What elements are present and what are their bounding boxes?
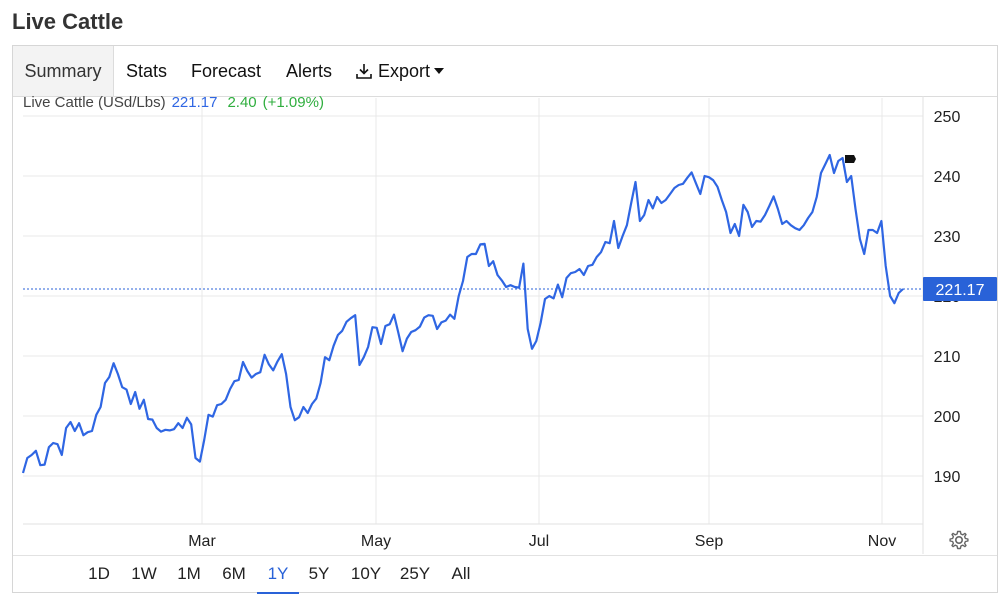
y-tick-label: 200 xyxy=(934,409,961,426)
tab-stats[interactable]: Stats xyxy=(126,61,168,81)
tab-summary[interactable]: Summary xyxy=(13,46,114,96)
chart-widget: Summary Stats Forecast Alerts Export Liv… xyxy=(12,45,998,594)
quote-change-pct: (+1.09%) xyxy=(263,94,324,111)
range-1y[interactable]: 1Y xyxy=(257,556,299,594)
price-chart: Live Cattle (USd/Lbs) 221.17 2.40 (+1.09%) … xyxy=(21,94,997,554)
quote-price: 221.17 xyxy=(172,94,218,111)
download-icon xyxy=(355,61,373,81)
quote-name: Live Cattle (USd/Lbs) xyxy=(23,94,166,111)
tab-alerts[interactable]: Alerts xyxy=(286,61,333,81)
tab-forecast[interactable]: Forecast xyxy=(191,61,262,81)
range-all[interactable]: All xyxy=(451,564,471,583)
y-tick-label: 190 xyxy=(934,469,961,486)
current-price-tag: 221.17 xyxy=(923,276,997,301)
tab-bar: Summary Stats Forecast Alerts Export xyxy=(13,46,997,97)
price-line xyxy=(21,153,904,474)
y-tick-label: 250 xyxy=(934,109,961,126)
tab-export[interactable]: Export xyxy=(355,46,445,96)
title-bar: Live Cattle xyxy=(0,0,1000,45)
x-tick-label: Sep xyxy=(695,533,724,550)
grid-lines xyxy=(23,96,924,554)
range-10y[interactable]: 10Y xyxy=(350,564,382,583)
range-1d[interactable]: 1D xyxy=(88,564,110,583)
tab-export-label: Export xyxy=(378,61,431,81)
x-tick-label: Nov xyxy=(868,533,896,550)
chevron-down-icon xyxy=(434,68,445,74)
range-selector: 1D 1W 1M 6M 1Y 5Y 10Y 25Y All xyxy=(13,555,997,594)
x-tick-label: Jul xyxy=(529,533,549,550)
y-tick-label: 210 xyxy=(934,349,961,366)
flag-marker xyxy=(845,155,856,163)
page-title: Live Cattle xyxy=(12,9,124,34)
gear-icon[interactable] xyxy=(947,528,971,552)
x-tick-label: Mar xyxy=(188,533,216,550)
range-6m[interactable]: 6M xyxy=(222,564,246,583)
range-1m[interactable]: 1M xyxy=(177,564,201,583)
range-5y[interactable]: 5Y xyxy=(308,564,330,583)
range-25y[interactable]: 25Y xyxy=(399,564,431,583)
x-tick-label: May xyxy=(361,533,391,550)
quote-change: 2.40 xyxy=(227,94,256,111)
quote-readout: Live Cattle (USd/Lbs) 221.17 2.40 (+1.09%) xyxy=(23,94,324,111)
y-tick-label: 230 xyxy=(934,229,961,246)
current-price-label: 221.17 xyxy=(936,282,985,299)
y-axis: 190200210220230240250 xyxy=(934,109,961,486)
range-1w[interactable]: 1W xyxy=(131,564,157,583)
x-axis: Mar May Jul Sep Nov xyxy=(188,533,896,550)
y-tick-label: 240 xyxy=(934,169,961,186)
